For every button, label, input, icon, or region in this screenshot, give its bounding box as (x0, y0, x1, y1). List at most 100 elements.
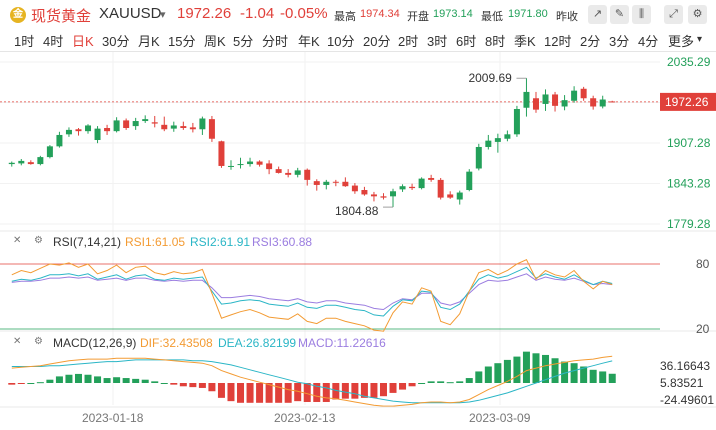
macd-histogram-bar (265, 383, 273, 403)
candle-body (332, 181, 339, 183)
tab-weekly[interactable]: 周K (204, 34, 226, 49)
macd-histogram-bar (427, 381, 435, 383)
settings-icon[interactable]: ⚙ (688, 5, 707, 24)
symbol-code[interactable]: XAUUSD (99, 5, 162, 22)
macd-histogram-bar (27, 383, 35, 384)
candle-body (323, 181, 330, 185)
tab-20m[interactable]: 20分 (363, 34, 391, 49)
tab-4m[interactable]: 4分 (638, 34, 659, 49)
high-value: 1974.34 (360, 8, 400, 20)
quote-header: 金 现货黄金 XAUUSD ▾ 1972.26 -1.04 -0.05% 最高 … (0, 0, 716, 28)
candle-body (418, 178, 425, 189)
macd-histogram-bar (132, 378, 140, 383)
high-annotation: 2009.69 (468, 71, 512, 85)
candle-body (370, 194, 377, 197)
candle-body (304, 169, 311, 180)
macd-histogram-bar (599, 371, 607, 383)
rsi-header: ✕ ⚙ RSI(7,14,21) RSI1:61.05 RSI2:61.91 R… (0, 233, 716, 251)
tab-3m[interactable]: 3分 (609, 34, 630, 49)
chart-type-icon[interactable]: ↗ (588, 5, 607, 24)
low-value: 1971.80 (508, 8, 548, 20)
dif-line (11, 355, 613, 407)
tab-12h[interactable]: 12时 (544, 34, 572, 49)
rsi3-value: RSI3:60.88 (252, 235, 313, 249)
tab-30m[interactable]: 30分 (102, 34, 130, 49)
candle-body (571, 90, 578, 101)
macd-histogram-bar (122, 378, 130, 383)
tab-yearly[interactable]: 年K (298, 34, 320, 49)
period-tabs: 1时 4时 日K 30分 月K 15分 周K 5分 分时 年K 10分 20分 … (0, 28, 716, 50)
tab-intraday[interactable]: 分时 (262, 34, 289, 49)
macd-histogram-bar (189, 383, 197, 388)
rsi1-line (11, 259, 613, 332)
tab-more[interactable]: 更多 (668, 34, 695, 49)
collapse-icon[interactable]: ✕ (13, 235, 22, 246)
tab-3h[interactable]: 3时 (427, 34, 448, 49)
macd-header: ✕ ⚙ MACD(12,26,9) DIF:32.43508 DEA:26.82… (0, 334, 716, 352)
macd-histogram-bar (113, 377, 121, 383)
candle-body (590, 98, 597, 107)
collapse-icon[interactable]: ✕ (13, 336, 22, 347)
divider (0, 51, 716, 52)
macd-histogram-bar (399, 383, 407, 390)
candle-body (27, 162, 34, 165)
macd-histogram-bar (456, 381, 464, 383)
tab-daily[interactable]: 日K (72, 34, 94, 49)
macd-histogram-bar (475, 371, 483, 383)
candle-body (237, 164, 244, 166)
chevron-down-icon[interactable]: ▾ (697, 34, 703, 45)
tab-2h[interactable]: 2时 (398, 34, 419, 49)
macd-histogram-bar (503, 359, 511, 383)
tab-6h[interactable]: 6时 (456, 34, 477, 49)
candle-body (180, 126, 187, 128)
rsi1-value: RSI1:61.05 (125, 235, 186, 249)
macd-histogram-bar (217, 383, 225, 398)
symbol-name[interactable]: 现货黄金 (31, 8, 92, 25)
candle-body (380, 196, 387, 198)
low-label: 最低 (481, 11, 503, 23)
rsi-axis-label: 80 (696, 257, 710, 271)
tab-5m[interactable]: 5分 (233, 34, 254, 49)
tab-8h[interactable]: 8时 (485, 34, 506, 49)
candle-body (399, 186, 406, 190)
date-axis-label: 2023-01-18 (82, 411, 144, 425)
candle-style-icon[interactable]: ⫼ (632, 5, 651, 24)
candle-body (313, 181, 320, 185)
macd-histogram-bar (351, 383, 359, 399)
candle-body (599, 99, 606, 107)
tab-1h[interactable]: 1时 (14, 34, 35, 49)
fullscreen-icon[interactable]: ⤢ (664, 5, 683, 24)
candle-body (37, 157, 44, 165)
tab-quarterly[interactable]: 季K (514, 34, 536, 49)
tab-15m[interactable]: 15分 (168, 34, 196, 49)
macd-histogram-bar (303, 383, 311, 402)
date-axis-label: 2023-03-09 (469, 411, 531, 425)
tab-monthly[interactable]: 月K (138, 34, 160, 49)
current-price-label: 1972.26 (665, 95, 709, 109)
gear-icon[interactable]: ⚙ (34, 235, 43, 246)
macd-histogram-bar (370, 383, 378, 398)
macd-histogram-bar (608, 373, 616, 383)
candle-body (504, 134, 511, 139)
macd-axis-label: 5.83521 (660, 376, 704, 390)
candle-body (580, 88, 587, 99)
rsi2-value: RSI2:61.91 (190, 235, 251, 249)
draw-icon[interactable]: ✎ (610, 5, 629, 24)
gear-icon[interactable]: ⚙ (34, 336, 43, 347)
macd-histogram-bar (408, 383, 416, 387)
macd-histogram-bar (8, 383, 16, 385)
macd-axis-label: 36.16643 (660, 359, 710, 373)
candle-body (513, 109, 520, 135)
macd-histogram-bar (341, 383, 349, 399)
tab-2m[interactable]: 2分 (580, 34, 601, 49)
tab-10m[interactable]: 10分 (327, 34, 355, 49)
candle-body (552, 94, 559, 106)
open-label: 开盘 (407, 11, 429, 23)
tab-4h[interactable]: 4时 (43, 34, 64, 49)
candle-body (208, 119, 215, 139)
macd-histogram-bar (179, 383, 187, 387)
macd-value: MACD:11.22616 (298, 336, 386, 350)
chevron-down-icon[interactable]: ▾ (160, 9, 166, 21)
candle-body (218, 141, 225, 166)
